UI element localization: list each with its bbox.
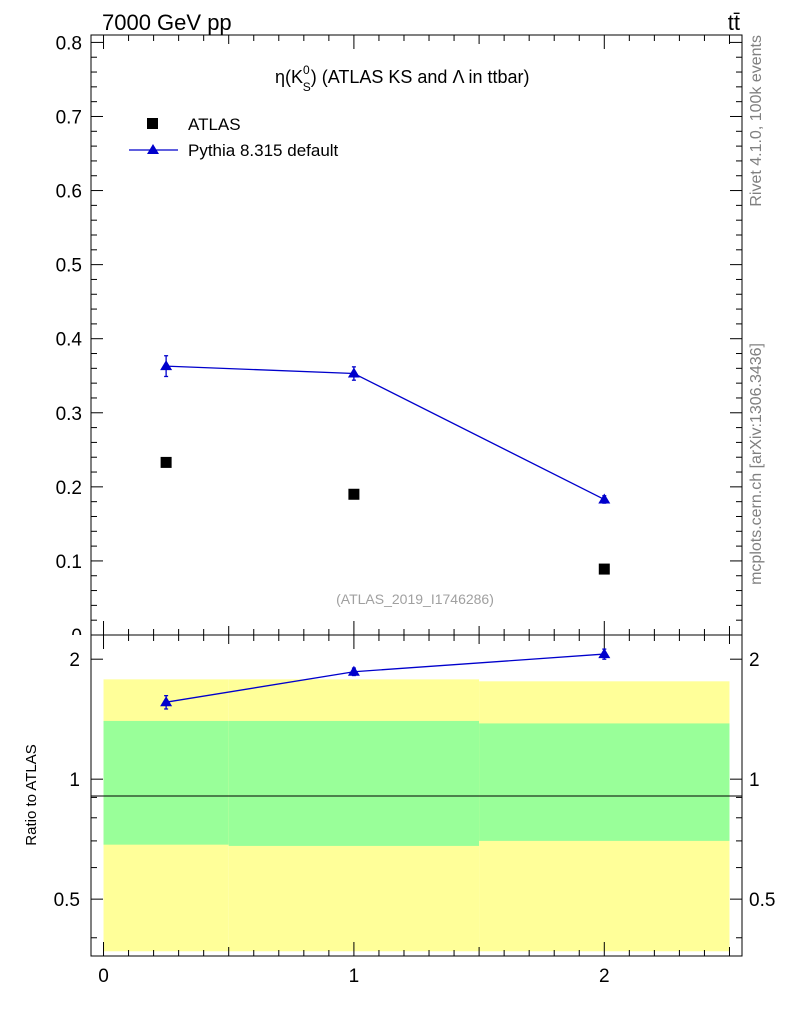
title-sub: S: [303, 80, 311, 94]
ratio-y-tick-label-left: 2: [69, 650, 80, 671]
main-y-tick-label: 0.8: [56, 33, 82, 54]
title-eta: η(K: [275, 67, 303, 87]
main-y-tick-label: 0.1: [56, 552, 82, 573]
main-y-tick-label: 0.6: [56, 182, 82, 203]
main-series: [160, 355, 611, 575]
legend: ATLAS Pythia 8.315 default: [129, 115, 339, 160]
title-sup: 0: [303, 63, 310, 77]
energy-label: 7000 GeV pp: [102, 10, 232, 35]
main-y-tick-label-zero: 0: [71, 626, 82, 647]
pythia-point: [160, 360, 173, 371]
x-tick-label: 1: [349, 966, 360, 987]
ratio-y-label: Ratio to ATLAS: [23, 744, 40, 845]
x-tick-label: 0: [98, 966, 109, 987]
legend-pythia-marker: [147, 144, 159, 154]
x-tick-label: 2: [599, 966, 610, 987]
rivet-label: Rivet 4.1.0, 100k events: [748, 35, 765, 207]
atlas-point: [160, 456, 172, 468]
ratio-band-green: [228, 720, 480, 846]
ratio-y-tick-label-right: 0.5: [749, 890, 775, 911]
main-y-tick-label: 0.7: [56, 107, 82, 128]
mcplots-label: mcplots.cern.ch [arXiv:1306.3436]: [748, 343, 765, 585]
pythia-line: [166, 365, 605, 501]
ratio-frame: [90, 634, 743, 957]
legend-atlas-marker: [147, 118, 158, 129]
pythia-point: [347, 367, 360, 378]
plot-title: η(K0 S) (ATLAS KS and Λ in ttbar): [275, 63, 530, 94]
main-ticks: [91, 35, 742, 635]
ratio-ticks: [91, 635, 742, 956]
ratio-pythia-point: [598, 648, 611, 659]
atlas-point: [598, 563, 610, 575]
legend-atlas-label: ATLAS: [188, 115, 241, 134]
title-rest: ) (ATLAS KS and Λ in ttbar): [311, 67, 530, 87]
ratio-y-tick-label-left: 1: [69, 770, 80, 791]
ratio-tick-labels: 0.5 0.5 1 1 2 2 0 1 2: [54, 650, 776, 987]
ratio-band-green: [479, 723, 730, 841]
main-y-tick-label: 0.4: [56, 330, 83, 351]
main-y-tick-label: 0.5: [56, 256, 82, 277]
ratio-pythia-point: [160, 696, 173, 707]
watermark: (ATLAS_2019_I1746286): [336, 591, 494, 607]
main-y-tick-label: 0.3: [56, 404, 82, 425]
main-y-tick-label: 0.2: [56, 478, 82, 499]
ratio-panel: 0.5 0.5 1 1 2 2 0 1 2 Ratio to ATLAS: [23, 634, 776, 987]
main-panel: 0.10.20.30.40.50.60.70.80 η(K0 S) (ATLAS …: [56, 33, 743, 647]
process-label: tt̄: [728, 10, 740, 35]
ratio-y-tick-label-left: 0.5: [54, 890, 80, 911]
atlas-point: [348, 488, 360, 500]
main-y-tick-labels: 0.1 0.2 0.3 0.4 0.5 0.6 0.7 0.8 0: [56, 33, 83, 647]
ratio-bands: [103, 679, 730, 952]
ratio-series: [160, 648, 611, 710]
ratio-pythia-point: [347, 665, 360, 676]
ratio-y-tick-label-right: 1: [749, 770, 760, 791]
legend-pythia-label: Pythia 8.315 default: [188, 141, 339, 160]
ratio-band-green: [103, 720, 229, 845]
pythia-point: [598, 493, 611, 504]
ratio-y-tick-label-right: 2: [749, 650, 760, 671]
